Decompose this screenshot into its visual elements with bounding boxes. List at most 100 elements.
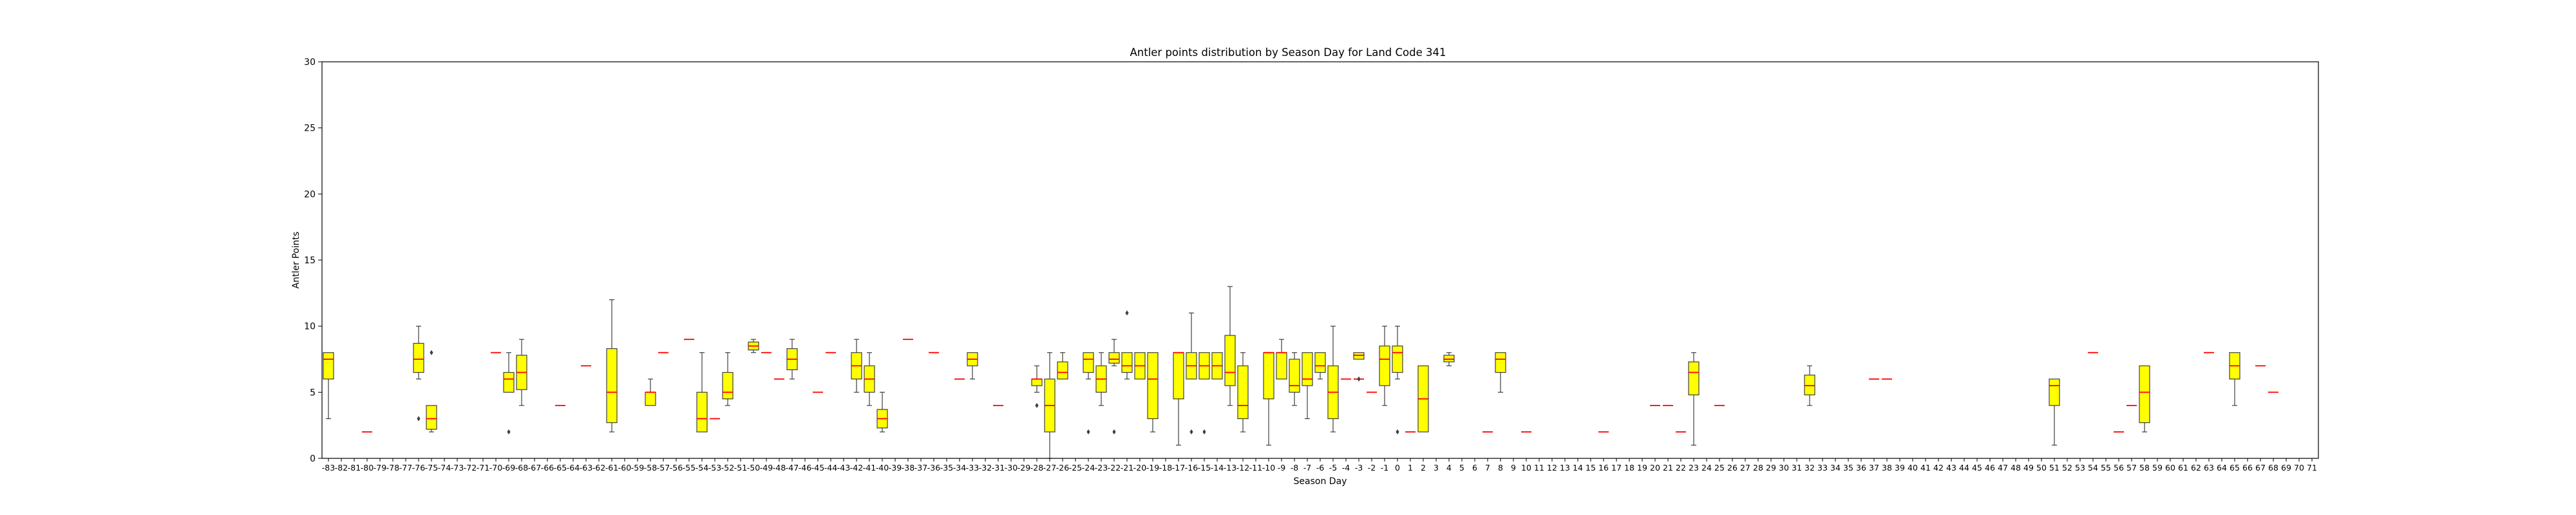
x-tick-label: 57 <box>2126 463 2137 473</box>
x-tick-label: 38 <box>1882 463 1892 473</box>
x-tick-label: 21 <box>1663 463 1673 473</box>
outlier-point <box>1112 429 1116 435</box>
outlier-point <box>1202 429 1206 435</box>
x-tick-label: -11 <box>1249 463 1262 473</box>
outlier-point <box>1189 429 1193 435</box>
iqr-box <box>1804 375 1815 396</box>
box-day--10 <box>1263 351 1274 446</box>
x-tick-label: 45 <box>1972 463 1982 473</box>
x-tick-label: -27 <box>1043 463 1056 473</box>
x-tick-label: 33 <box>1817 463 1828 473</box>
box-day--16 <box>1186 312 1197 435</box>
x-tick-label: -40 <box>876 463 889 473</box>
box-day--26 <box>1057 352 1068 380</box>
x-tick-label: 67 <box>2255 463 2266 473</box>
box-day--76 <box>413 326 424 422</box>
x-tick-label: 71 <box>2307 463 2317 473</box>
x-tick-label: -47 <box>786 463 799 473</box>
box-day-32 <box>1804 365 1815 406</box>
box-day--15 <box>1198 352 1210 435</box>
box-day-0 <box>1392 326 1403 435</box>
x-tick-label: -12 <box>1236 463 1249 473</box>
x-tick-label: -46 <box>799 463 811 473</box>
x-tick-label: 49 <box>2023 463 2034 473</box>
x-tick-label: -75 <box>425 463 438 473</box>
y-tick-label: 25 <box>304 124 316 134</box>
x-tick-label: -42 <box>850 463 863 473</box>
x-tick-label: 64 <box>2217 463 2227 473</box>
iqr-box <box>606 348 618 424</box>
outlier-point <box>1086 429 1090 435</box>
x-tick-label: 11 <box>1534 463 1544 473</box>
iqr-box <box>2139 365 2150 424</box>
x-tick-label: 5 <box>1459 463 1464 473</box>
x-tick-label: -77 <box>399 463 412 473</box>
box-day--33 <box>967 352 978 380</box>
iqr-box <box>503 371 515 393</box>
x-tick-label: 60 <box>2165 463 2175 473</box>
outlier-point <box>507 429 511 435</box>
x-tick-label: -54 <box>696 463 708 473</box>
box-day--27 <box>1044 352 1056 459</box>
box-day--50 <box>748 339 759 353</box>
box-day--52 <box>722 352 734 406</box>
x-tick-label: 26 <box>1727 463 1738 473</box>
x-tick-label: 0 <box>1395 463 1400 473</box>
x-tick-label: -21 <box>1121 463 1133 473</box>
x-tick-label: 54 <box>2088 463 2098 473</box>
box-day-65 <box>2229 352 2240 406</box>
iqr-box <box>1121 352 1133 373</box>
x-tick-label: 40 <box>1908 463 1918 473</box>
x-tick-label: -18 <box>1159 463 1172 473</box>
x-tick-label: -14 <box>1211 463 1224 473</box>
x-tick-label: 30 <box>1779 463 1789 473</box>
x-tick-label: -64 <box>567 463 580 473</box>
box-day--20 <box>1134 352 1146 380</box>
boxes-layer <box>323 286 2278 459</box>
x-tick-label: -16 <box>1185 463 1198 473</box>
x-tick-label: 41 <box>1920 463 1931 473</box>
x-tick-label: -36 <box>927 463 940 473</box>
x-tick-label: 44 <box>1959 463 1969 473</box>
x-tick-label: -38 <box>902 463 914 473</box>
x-tick-label: 58 <box>2139 463 2150 473</box>
x-tick-label: 24 <box>1701 463 1712 473</box>
box-day-23 <box>1688 352 1700 446</box>
x-tick-label: -32 <box>979 463 992 473</box>
outlier-point <box>1396 429 1399 435</box>
x-tick-label: -31 <box>992 463 1005 473</box>
box-day-58 <box>2139 365 2150 433</box>
x-tick-label: 14 <box>1573 463 1583 473</box>
iqr-box <box>1379 345 1390 386</box>
x-tick-label: -71 <box>477 463 489 473</box>
iqr-box <box>2049 379 2060 406</box>
x-tick-label: 2 <box>1421 463 1426 473</box>
x-tick-label: -4 <box>1342 463 1350 473</box>
x-tick-label: -63 <box>580 463 592 473</box>
x-tick-label: -78 <box>386 463 399 473</box>
box-day--14 <box>1211 352 1223 380</box>
x-tick-label: 10 <box>1521 463 1531 473</box>
x-tick-label: 6 <box>1472 463 1477 473</box>
x-tick-label: 12 <box>1547 463 1557 473</box>
box-day--28 <box>1031 365 1043 408</box>
x-tick-label: -50 <box>747 463 760 473</box>
x-tick-label: 69 <box>2281 463 2291 473</box>
x-tick-label: -56 <box>670 463 683 473</box>
box-day--17 <box>1173 351 1184 446</box>
iqr-box <box>1173 352 1184 400</box>
x-tick-label: -13 <box>1224 463 1236 473</box>
iqr-box <box>645 391 656 406</box>
x-tick-label: -52 <box>721 463 734 473</box>
x-tick-label: 42 <box>1933 463 1944 473</box>
x-tick-label: -62 <box>592 463 605 473</box>
x-tick-label: -7 <box>1303 463 1311 473</box>
iqr-box <box>1237 365 1249 419</box>
box-day--21 <box>1121 310 1133 380</box>
x-tick-label: -28 <box>1030 463 1043 473</box>
x-tick-label: -30 <box>1005 463 1018 473</box>
plot-area-frame <box>321 61 2319 459</box>
box-day--19 <box>1147 352 1159 433</box>
x-tick-label: 63 <box>2204 463 2214 473</box>
